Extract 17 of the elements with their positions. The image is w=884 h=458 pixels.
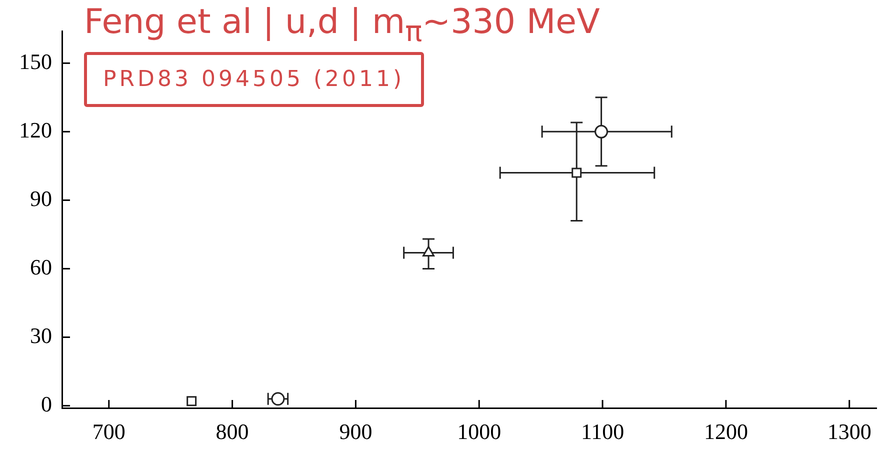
x-tick-label: 1200 xyxy=(704,418,748,444)
point xyxy=(186,396,197,406)
y-tick-label: 90 xyxy=(30,186,52,211)
x-tick-label: 800 xyxy=(216,418,249,444)
x-tick-label: 1300 xyxy=(827,418,872,444)
y-tick-label: 60 xyxy=(30,254,52,280)
y-tick-label: 150 xyxy=(19,48,52,74)
chart-title: Feng et al | u,d | m$_{π}$~330 MeV xyxy=(84,2,600,48)
y-tick-label: 0 xyxy=(41,392,52,416)
x-tick-label: 1000 xyxy=(457,418,502,444)
annotation: PRD83 094505 (2011) xyxy=(84,52,424,107)
x-tick-label: 900 xyxy=(339,418,372,444)
point xyxy=(572,168,582,178)
x-tick-label: 700 xyxy=(92,418,126,444)
y-tick-label: 30 xyxy=(30,322,52,348)
y-tick-label: 120 xyxy=(19,117,52,142)
x-tick-label: 1100 xyxy=(580,418,624,444)
